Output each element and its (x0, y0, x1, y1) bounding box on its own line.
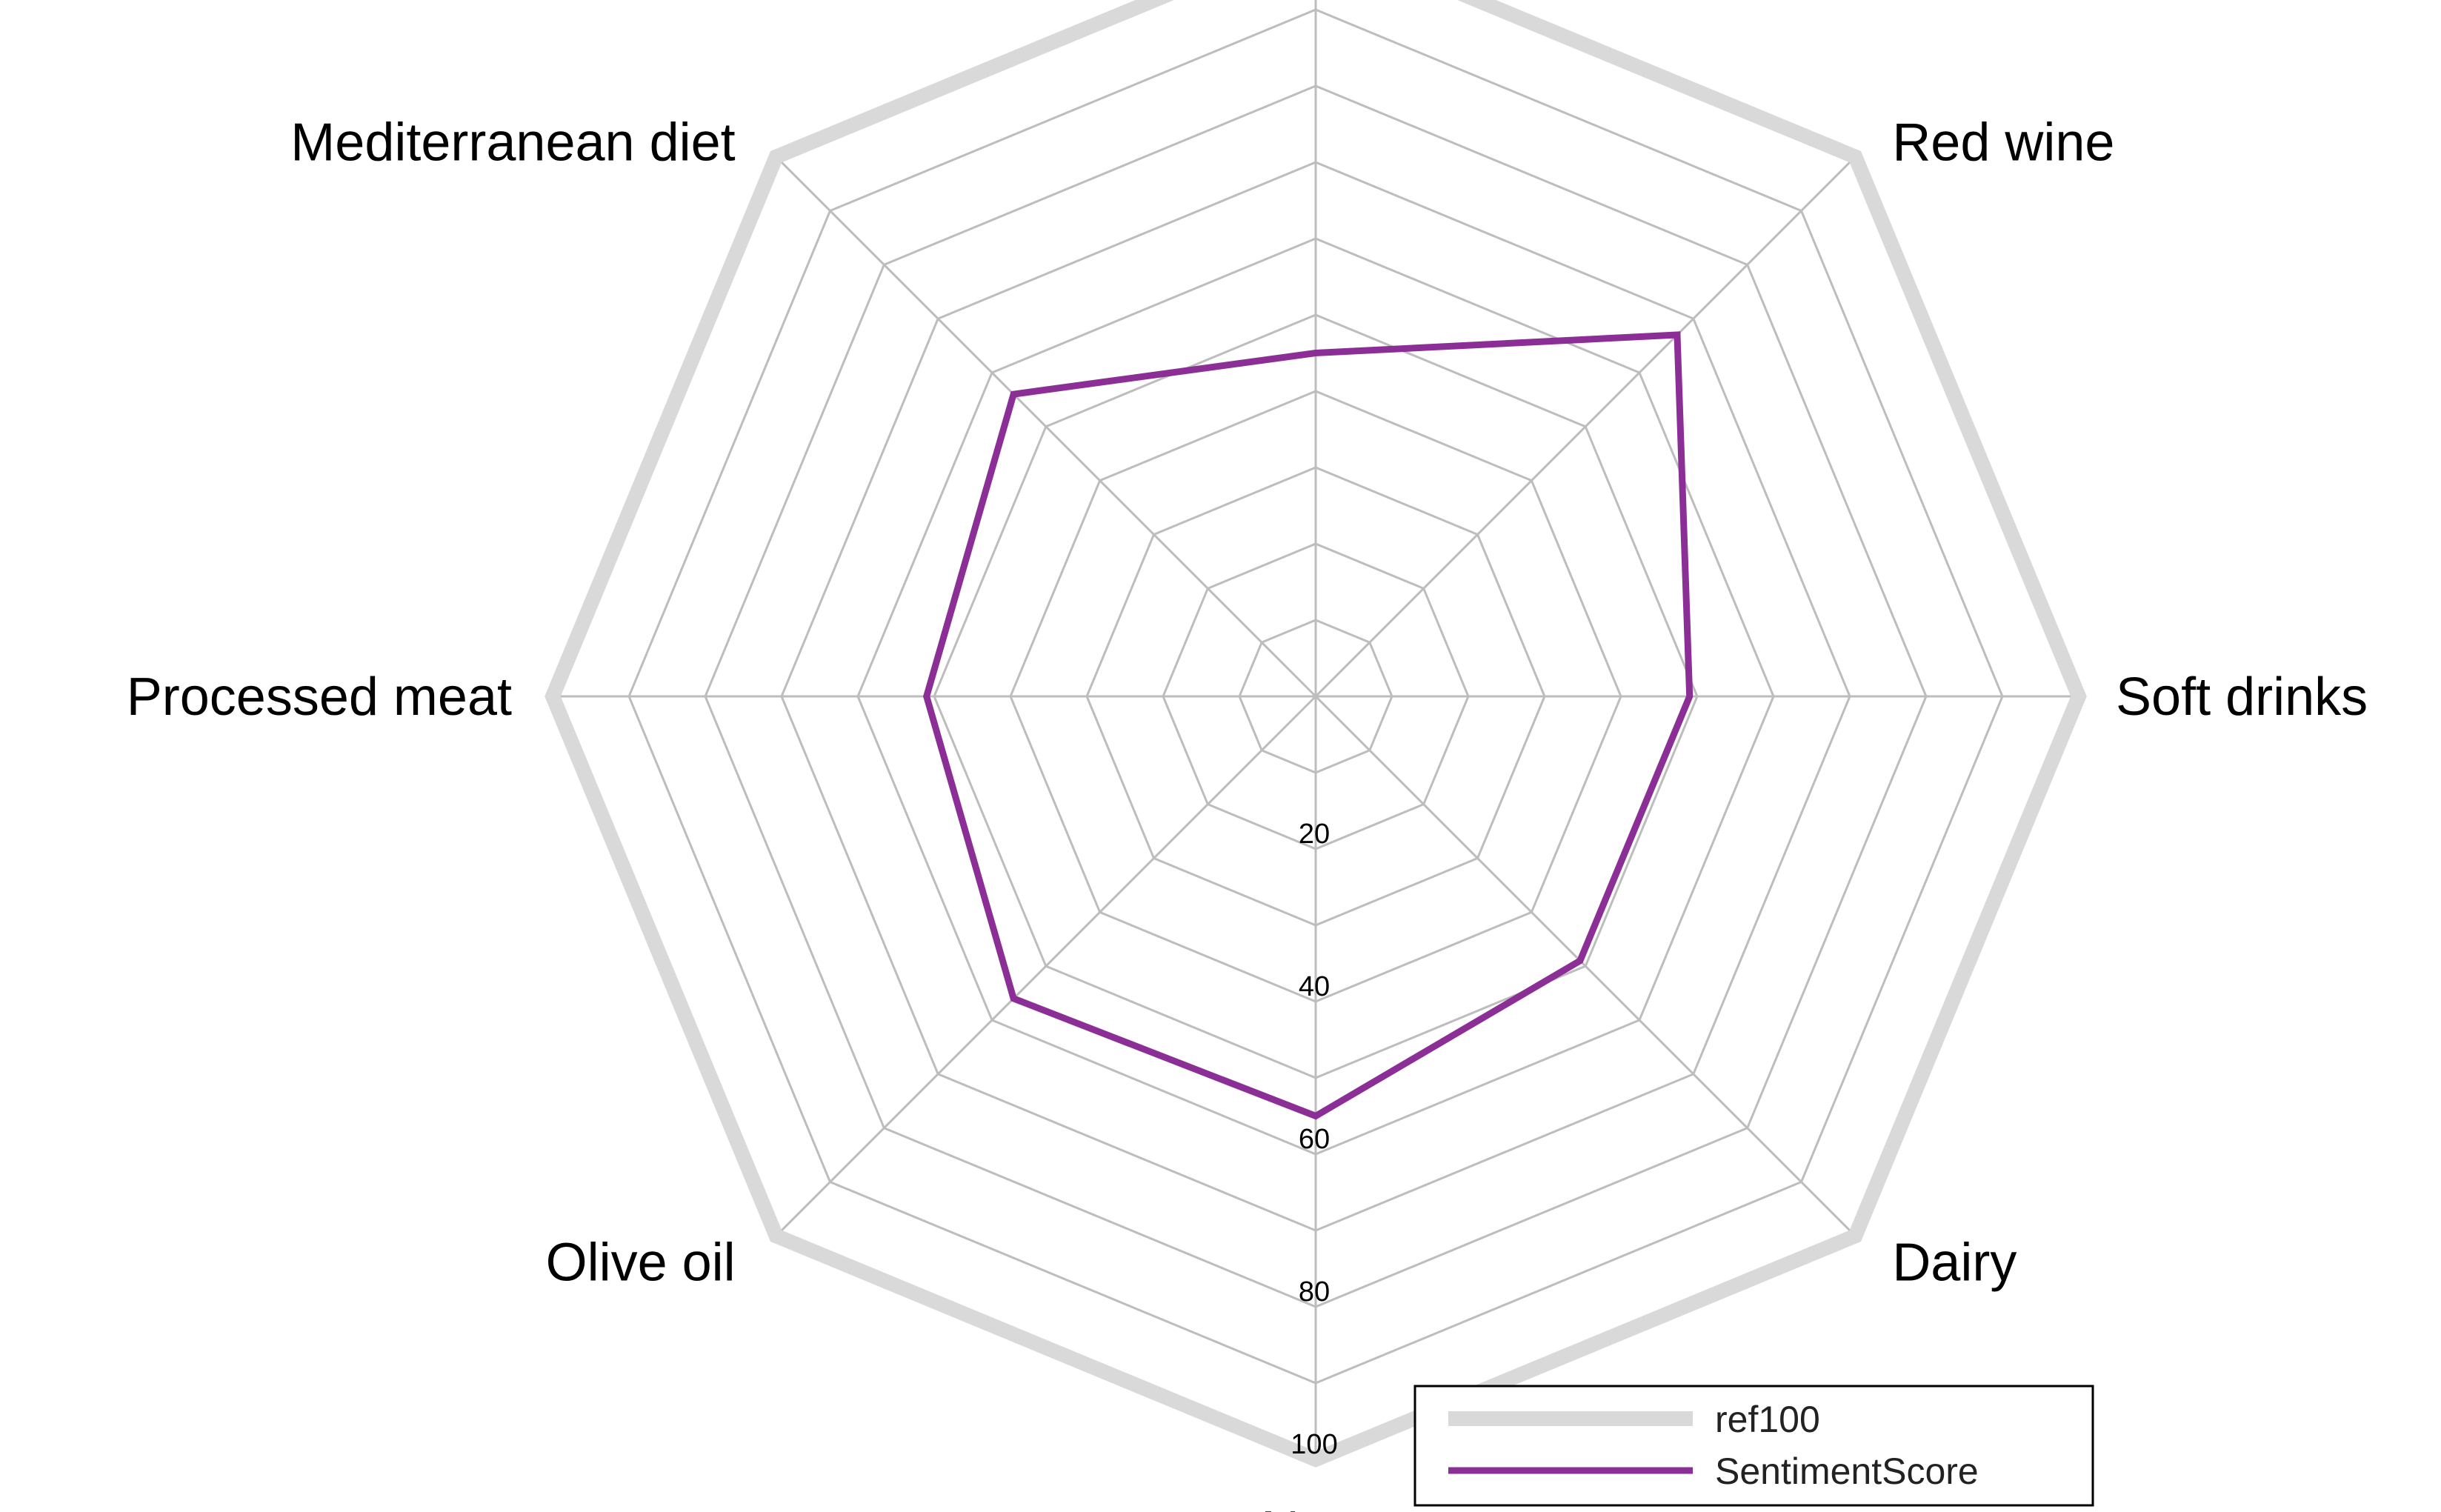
tick-label-100: 100 (1291, 1429, 1337, 1460)
grid-spoke (1314, 695, 1856, 1237)
radial-tick-labels: 20 40 60 80 100 (1291, 819, 1337, 1460)
category-label-nuts: Nuts (1261, 1501, 1371, 1512)
category-label-mediterranean-diet: Mediterranean diet (290, 113, 735, 173)
radar-series (545, 0, 2087, 1468)
tick-label-20: 20 (1299, 819, 1330, 850)
series-line-ref100 (545, 0, 2087, 1468)
tick-label-60: 60 (1299, 1124, 1330, 1155)
category-label-soft-drinks: Soft drinks (2116, 667, 2368, 727)
category-label-olive-oil: Olive oil (546, 1233, 736, 1292)
tick-label-80: 80 (1299, 1276, 1330, 1308)
legend-label-ref100: ref100 (1715, 1399, 1820, 1440)
category-label-red-wine: Red wine (1892, 113, 2114, 173)
legend-label-sentimentscore: SentimentScore (1715, 1451, 1979, 1492)
grid-spoke (1314, 156, 1856, 698)
legend: ref100 SentimentScore (1413, 1385, 2094, 1507)
grid-spoke (775, 695, 1317, 1237)
category-label-processed-meat: Processed meat (127, 667, 512, 727)
grid-spoke (775, 156, 1317, 698)
legend-box (1413, 1385, 2094, 1507)
tick-label-40: 40 (1299, 971, 1330, 1002)
series-line-sentimentscore (923, 331, 1694, 1120)
category-label-dairy: Dairy (1892, 1233, 2017, 1292)
